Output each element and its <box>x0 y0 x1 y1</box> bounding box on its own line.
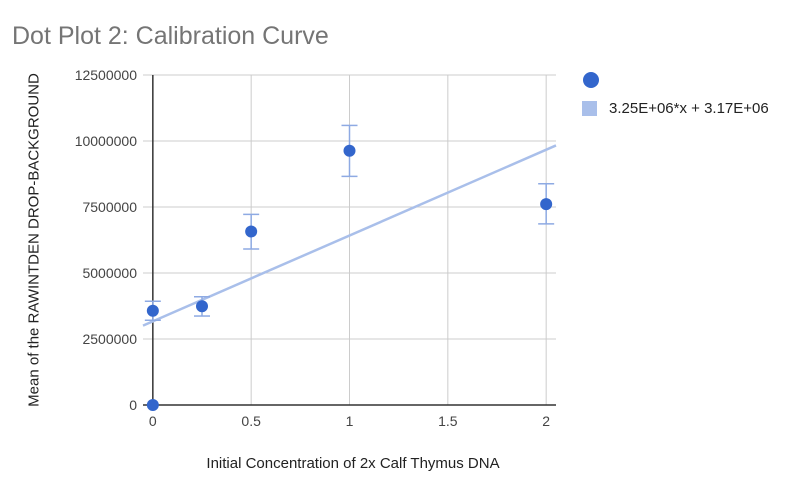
legend-dot-icon <box>583 72 599 88</box>
legend-square-icon <box>582 100 597 116</box>
y-tick-label: 0 <box>129 397 137 413</box>
x-tick-label: 1.5 <box>438 413 458 429</box>
trendline <box>142 144 557 327</box>
data-point <box>146 304 159 317</box>
x-tick-label: 2 <box>542 413 550 429</box>
data-point <box>146 399 159 411</box>
x-tick-label: 0 <box>149 413 157 429</box>
y-tick-label: 10000000 <box>75 133 138 149</box>
legend-item-trendline: 3.25E+06*x + 3.17E+06 <box>582 94 769 122</box>
x-tick-label: 1 <box>346 413 354 429</box>
legend-item-points <box>582 66 769 94</box>
data-point <box>540 198 553 211</box>
legend: 3.25E+06*x + 3.17E+06 <box>582 66 769 122</box>
x-tick-label: 0.5 <box>241 413 261 429</box>
y-tick-label: 5000000 <box>82 265 137 281</box>
data-point <box>343 144 356 157</box>
chart-title: Dot Plot 2: Calibration Curve <box>12 22 329 50</box>
y-tick-label: 12500000 <box>75 67 138 83</box>
x-axis-label: Initial Concentration of 2x Calf Thymus … <box>206 455 500 472</box>
y-axis-label: Mean of the RAWINTDEN DROP-BACKGROUND <box>25 73 43 407</box>
y-tick-label: 7500000 <box>82 199 137 215</box>
y-tick-label: 2500000 <box>82 331 137 347</box>
data-point <box>245 225 258 238</box>
legend-trendline-label: 3.25E+06*x + 3.17E+06 <box>609 99 769 117</box>
data-point <box>196 300 208 313</box>
